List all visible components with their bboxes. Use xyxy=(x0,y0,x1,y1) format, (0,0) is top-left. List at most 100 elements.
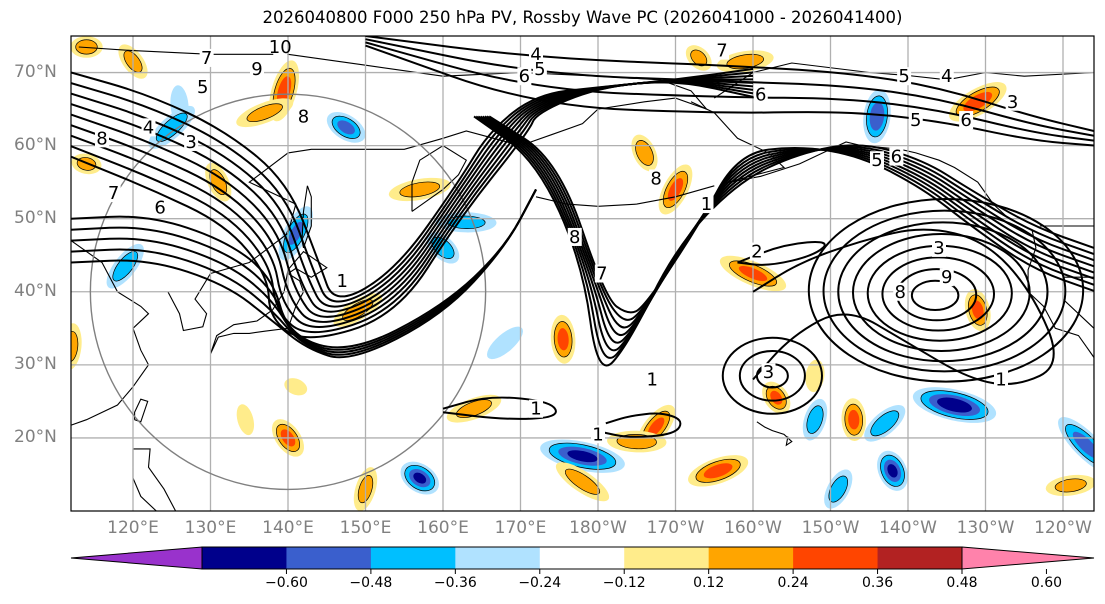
contour-label: 3 xyxy=(185,132,196,153)
lon-tick-label: 150°W xyxy=(801,518,860,538)
contour-label: 7 xyxy=(716,41,727,62)
lon-tick-label: 160°W xyxy=(724,518,782,538)
lon-tick-label: 120°E xyxy=(107,518,159,538)
anomaly-level-fill xyxy=(647,417,665,437)
contour-label-bg xyxy=(296,107,311,126)
coastline-segment xyxy=(411,144,468,212)
anomaly-level-fill xyxy=(703,463,733,479)
pv-contour-closed xyxy=(807,197,1085,383)
pv-contour xyxy=(365,44,1094,147)
contour-label: 8 xyxy=(569,227,580,248)
anomaly-level-fill xyxy=(236,404,255,436)
contour-label-bg xyxy=(939,268,954,287)
contour-label-bg xyxy=(870,151,884,170)
contour-label: 9 xyxy=(941,267,952,288)
contour-label: 6 xyxy=(519,66,530,87)
contour-label-bg xyxy=(250,59,264,78)
anomaly-blob xyxy=(487,326,523,360)
colorbar-tick-label: −0.36 xyxy=(433,575,477,591)
lat-tick-label: 20°N xyxy=(14,426,57,447)
contour-label: 1 xyxy=(530,399,541,420)
lon-tick-label: 130°E xyxy=(184,518,237,538)
contour-label: 5 xyxy=(910,110,921,131)
contour-label-bg xyxy=(761,363,776,382)
contour-label-bg xyxy=(141,118,156,137)
contour-label: 1 xyxy=(995,369,1006,390)
contour-label-bg xyxy=(106,184,121,203)
anomaly-blob xyxy=(964,289,991,332)
circle-overlay xyxy=(89,93,487,491)
colorbar-tick-label: 0.36 xyxy=(861,575,894,591)
lon-tick-label: 150°E xyxy=(339,518,392,538)
lon-tick-label: 180°W xyxy=(569,518,627,538)
contour-label: 6 xyxy=(755,84,766,105)
lon-tick-label: 160°E xyxy=(417,518,469,538)
colorbar-segment xyxy=(370,547,456,569)
anomaly-level-fill xyxy=(564,468,601,495)
pv-contour xyxy=(71,189,537,356)
pv-contour xyxy=(71,189,537,351)
contour-label: 3 xyxy=(763,362,774,383)
colorbar-tick-label: −0.60 xyxy=(264,575,308,591)
anomaly-blob xyxy=(236,98,294,128)
contour-label-bg xyxy=(932,238,946,257)
anomaly-level-fill xyxy=(828,475,849,503)
anomaly-level-fill xyxy=(567,450,598,463)
contour-label-bg xyxy=(939,67,954,86)
pv-contour xyxy=(71,79,754,318)
contour-label-bg xyxy=(273,37,288,56)
contour-label: 4 xyxy=(941,66,952,87)
contour-label-bg xyxy=(959,111,974,130)
pv-contour xyxy=(365,38,1094,137)
pv-contour xyxy=(71,189,537,359)
colorbar-segment xyxy=(708,547,794,569)
anomaly-blob xyxy=(863,89,891,144)
colorbar-tick-label: −0.24 xyxy=(518,575,562,591)
anomaly-level-fill xyxy=(848,409,860,430)
anomaly-blob xyxy=(550,314,576,364)
pv-contour xyxy=(71,81,754,334)
contour-label: 1 xyxy=(337,271,348,292)
contour-label-bg xyxy=(893,282,908,301)
contour-label: 6 xyxy=(891,147,902,168)
colorbar-segment xyxy=(539,547,625,569)
anomaly-blob xyxy=(555,462,610,502)
contour-label: 4 xyxy=(530,44,541,65)
contour-label: 1 xyxy=(647,369,658,390)
anomaly-level-fill xyxy=(112,250,139,282)
lon-tick-label: 140°E xyxy=(262,518,314,538)
pv-contour-closed xyxy=(721,336,823,415)
contour-label: 3 xyxy=(933,238,944,259)
contour-label-bg xyxy=(908,111,923,130)
colorbar-tick-label: −0.48 xyxy=(349,575,393,591)
contour-label-bg xyxy=(529,399,543,418)
anomaly-level-fill xyxy=(806,405,824,434)
colorbar-segment xyxy=(877,547,963,569)
anomaly-level-fill xyxy=(805,359,825,393)
contour-label: 6 xyxy=(154,198,165,219)
anomaly-blob xyxy=(805,359,825,393)
contour-label-bg xyxy=(335,271,350,290)
contour-label: 2 xyxy=(751,242,762,263)
colorbar-extend-max xyxy=(961,546,1095,570)
contour-label-bg xyxy=(1005,92,1020,111)
anomaly-blob xyxy=(284,378,308,396)
contour-label: 1 xyxy=(701,194,712,215)
colorbar-segment xyxy=(793,547,879,569)
contour-label-bg xyxy=(153,198,168,217)
colorbar xyxy=(70,546,1095,574)
anomaly-level-fill xyxy=(869,102,885,131)
contour-label: 5 xyxy=(197,77,208,98)
contour-label-bg xyxy=(649,169,664,188)
contour-label: 7 xyxy=(201,48,212,69)
lat-tick-label: 40°N xyxy=(14,280,57,301)
anomaly-level-fill xyxy=(399,181,441,198)
coastline-segment xyxy=(71,240,150,426)
contour-label: 4 xyxy=(143,117,154,138)
contour-label-bg xyxy=(567,227,582,246)
contour-label: 8 xyxy=(650,169,661,190)
anomaly-blob xyxy=(688,455,749,487)
anomaly-blob xyxy=(400,461,439,495)
anomaly-level-fill xyxy=(887,464,898,478)
colorbar-segment xyxy=(624,547,710,569)
